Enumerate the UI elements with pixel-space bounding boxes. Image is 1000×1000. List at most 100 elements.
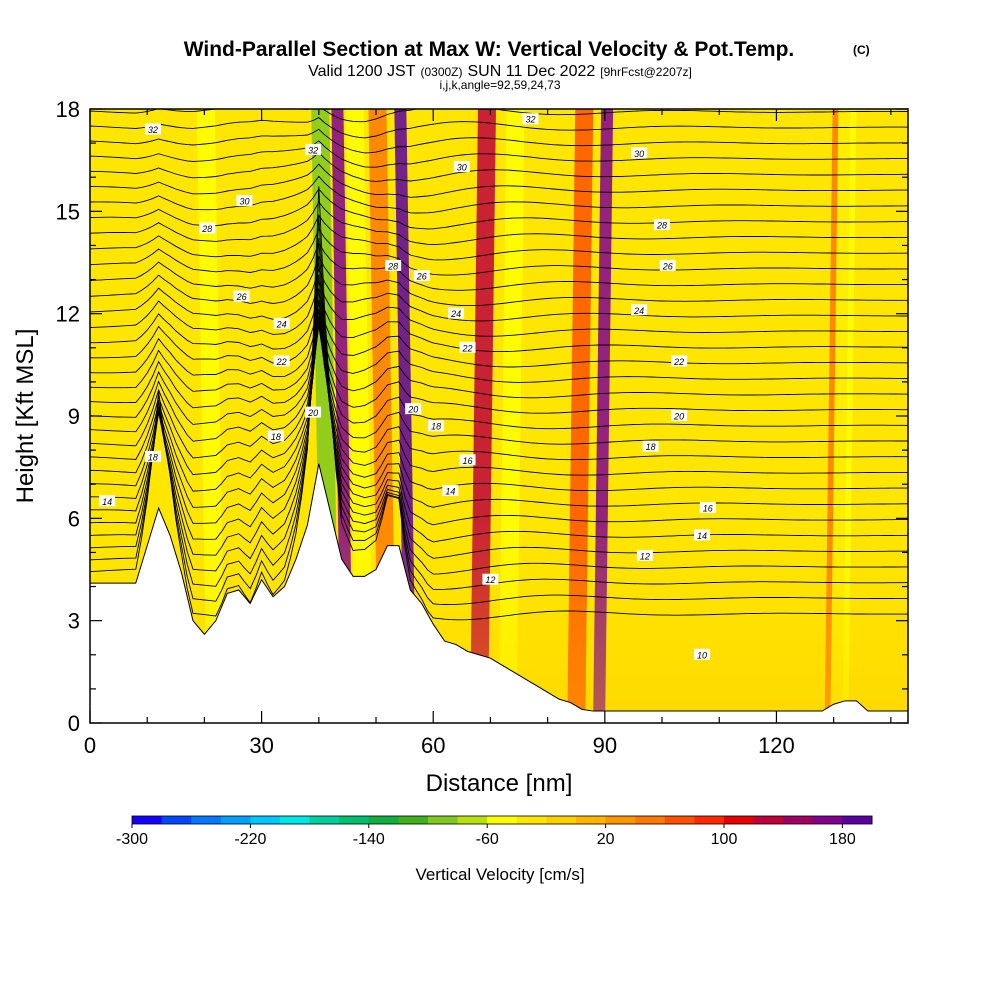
contour-label-6: 28: [199, 222, 216, 234]
x-tick-label: 60: [421, 733, 445, 758]
contour-label-text: 30: [457, 162, 467, 172]
terrain: [90, 463, 908, 723]
contour-label-14: 24: [631, 304, 648, 316]
theta-contour-16: [90, 301, 908, 368]
theta-contour-18: [90, 280, 908, 337]
theta-contour-15: [90, 311, 908, 383]
contour-label-15: 22: [273, 355, 290, 367]
contour-label-text: 22: [462, 343, 473, 353]
contour-label-text: 32: [525, 115, 535, 125]
y-tick-label: 0: [68, 711, 80, 736]
theta-contour-14: [90, 317, 908, 399]
theta-contour-30: [90, 128, 908, 154]
colorbar-swatch: [546, 816, 577, 824]
contour-label-text: 32: [148, 125, 158, 135]
theta-contour-20: [90, 255, 908, 307]
valid-utc: (0300Z): [420, 65, 462, 79]
contour-label-text: 18: [148, 452, 158, 462]
colorbar-swatch: [487, 816, 518, 824]
contour-label-24: 18: [642, 440, 659, 452]
colorbar-tick-label: -140: [353, 831, 385, 848]
chart-title: Wind-Parallel Section at Max W: Vertical…: [184, 38, 795, 61]
contour-label-text: 16: [463, 456, 473, 466]
contour-label-text: 20: [307, 408, 318, 418]
colorbar-swatch: [576, 816, 607, 824]
copyright-mark: (C): [853, 43, 870, 57]
contour-label-29: 14: [694, 529, 711, 541]
theta-contour-7: [90, 308, 908, 508]
contour-label-7: 28: [385, 259, 402, 271]
theta-contour-21: [90, 241, 908, 291]
theta-contour-27: [90, 163, 908, 198]
contour-label-text: 18: [646, 442, 656, 452]
contour-label-text: 18: [271, 432, 281, 442]
theta-contour-2: [90, 238, 908, 590]
contour-label-25: 16: [459, 454, 476, 466]
contour-label-2: 32: [522, 113, 539, 125]
contour-label-32: 10: [694, 648, 711, 660]
colorbar-swatch: [309, 816, 340, 824]
theta-contour-17: [90, 291, 908, 353]
theta-contour-11: [90, 325, 908, 445]
contour-label-0: 32: [144, 123, 161, 135]
colorbar-tick-label: 100: [711, 831, 738, 848]
theta-contour-19: [90, 268, 908, 322]
theta-contour-22: [90, 228, 908, 276]
contour-label-9: 26: [233, 290, 250, 302]
colorbar-tick-label: 180: [829, 831, 856, 848]
colorbar-tick-label: -220: [234, 831, 266, 848]
y-tick-label: 9: [68, 404, 80, 429]
contour-label-text: 22: [673, 357, 684, 367]
contour-label-text: 32: [308, 145, 318, 155]
plot-area: 32 32 32 30 30 30 28 28 28 26 26 26 24 24 24 22 22 22 20 20…: [90, 109, 908, 723]
contour-label-21: 18: [144, 450, 161, 462]
contour-label-text: 18: [431, 422, 441, 432]
colorbar-swatch: [191, 816, 222, 824]
contour-label-13: 24: [448, 307, 465, 319]
colorbar-swatch: [724, 816, 755, 824]
contour-label-11: 26: [659, 259, 676, 271]
y-axis-label: Height [Kft MSL]: [12, 329, 39, 504]
x-tick-label: 0: [84, 733, 96, 758]
contour-label-5: 30: [631, 147, 648, 159]
y-tick-label: 18: [56, 97, 80, 122]
colorbar-swatch: [516, 816, 547, 824]
theta-contour-25: [90, 188, 908, 230]
contour-label-4: 30: [453, 160, 470, 172]
colorbar-swatch: [132, 816, 163, 824]
contour-label-23: 18: [428, 420, 445, 432]
contour-label-17: 22: [671, 355, 688, 367]
contour-label-text: 30: [634, 149, 644, 159]
colorbar-swatch: [605, 816, 636, 824]
contour-label-text: 24: [450, 309, 461, 319]
contour-label-text: 28: [201, 224, 212, 234]
valid-time-line: Valid 1200 JST (0300Z) SUN 11 Dec 2022 [9hr…: [308, 63, 692, 80]
theta-contour-29: [90, 140, 908, 168]
colorbar-swatch: [635, 816, 666, 824]
contour-label-text: 14: [445, 487, 455, 497]
contour-label-20: 20: [671, 410, 688, 422]
x-tick-label: 120: [758, 733, 795, 758]
theta-contour-28: [90, 151, 908, 182]
valid-date: SUN 11 Dec 2022: [468, 63, 596, 80]
colorbar-swatch: [457, 816, 488, 824]
theta-contour-12: [90, 325, 908, 430]
theta-contour-31: [90, 117, 908, 139]
contour-label-text: 22: [276, 357, 287, 367]
colorbar-swatch: [428, 816, 459, 824]
y-tick-label: 15: [56, 199, 80, 224]
valid-prefix: Valid 1200 JST: [308, 63, 416, 80]
contour-label-text: 26: [236, 292, 247, 302]
theta-contour-13: [90, 322, 908, 414]
contour-label-18: 20: [305, 406, 322, 418]
colorbar-swatch: [842, 816, 873, 824]
contour-label-text: 14: [102, 497, 112, 507]
y-tick-label: 6: [68, 506, 80, 531]
colorbar: -300 -220 -140 -60 20 100 180: [116, 815, 873, 848]
contour-label-10: 26: [413, 270, 430, 282]
colorbar-swatch: [368, 816, 399, 824]
contour-label-27: 14: [99, 495, 116, 507]
contour-label-28: 14: [442, 485, 459, 497]
colorbar-swatch: [812, 816, 843, 824]
